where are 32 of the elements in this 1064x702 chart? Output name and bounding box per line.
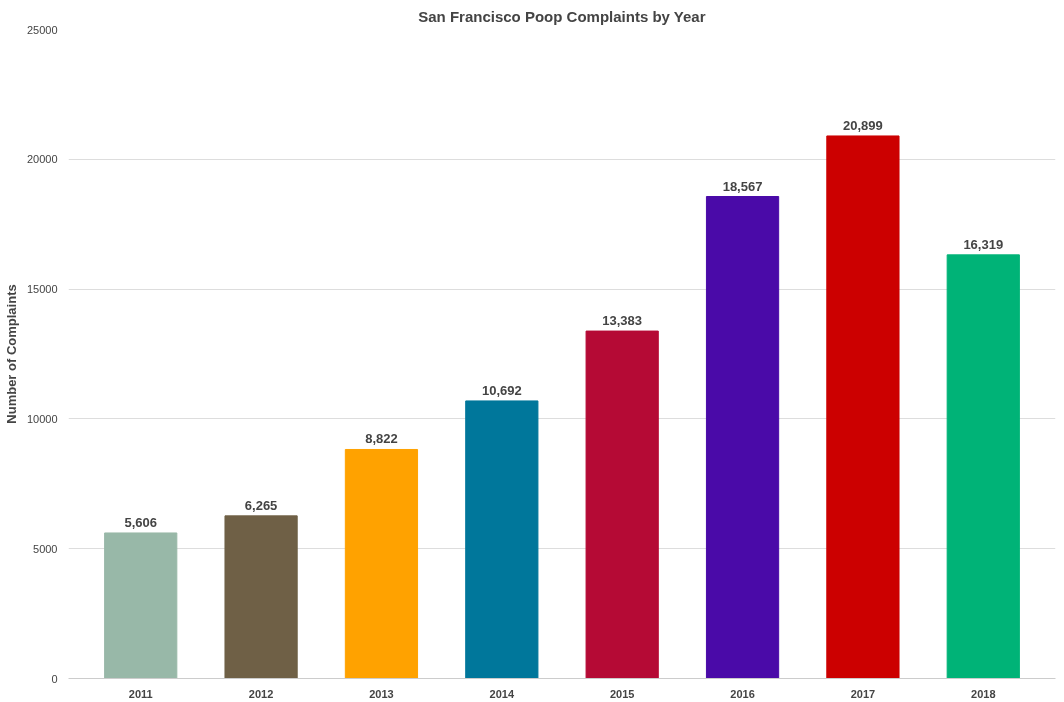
x-tick-label: 2017 xyxy=(850,687,876,700)
y-tick-label: 15000 xyxy=(26,283,58,296)
y-tick-label: 5000 xyxy=(33,542,58,555)
bar xyxy=(224,515,298,679)
bar xyxy=(465,400,539,679)
data-label: 8,822 xyxy=(365,431,398,447)
bar xyxy=(104,532,178,679)
bar xyxy=(585,330,659,679)
y-tick-label: 25000 xyxy=(26,23,58,36)
x-tick-label: 2012 xyxy=(248,687,274,700)
bar xyxy=(826,135,900,679)
data-label: 20,899 xyxy=(843,117,883,133)
y-tick-label: 0 xyxy=(51,672,58,685)
data-label: 5,606 xyxy=(124,514,157,530)
y-tick-label: 20000 xyxy=(26,153,58,166)
x-tick-label: 2014 xyxy=(489,687,515,700)
data-label: 13,383 xyxy=(602,313,643,329)
chart-title: San Francisco Poop Complaints by Year xyxy=(418,7,706,25)
x-tick-label: 2018 xyxy=(971,687,996,700)
y-axis-title: Number of Complaints xyxy=(3,284,19,424)
x-tick-label: 2013 xyxy=(369,687,394,700)
y-tick-label: 10000 xyxy=(26,412,58,425)
data-label: 10,692 xyxy=(481,382,522,398)
x-tick-label: 2011 xyxy=(128,687,153,700)
data-label: 16,319 xyxy=(963,236,1004,252)
bar xyxy=(344,448,419,679)
bar xyxy=(946,254,1020,679)
bar xyxy=(705,196,780,679)
x-tick-label: 2016 xyxy=(730,687,755,700)
x-tick-label: 2015 xyxy=(609,687,635,700)
data-label: 18,567 xyxy=(722,178,763,194)
data-label: 6,265 xyxy=(244,497,278,513)
